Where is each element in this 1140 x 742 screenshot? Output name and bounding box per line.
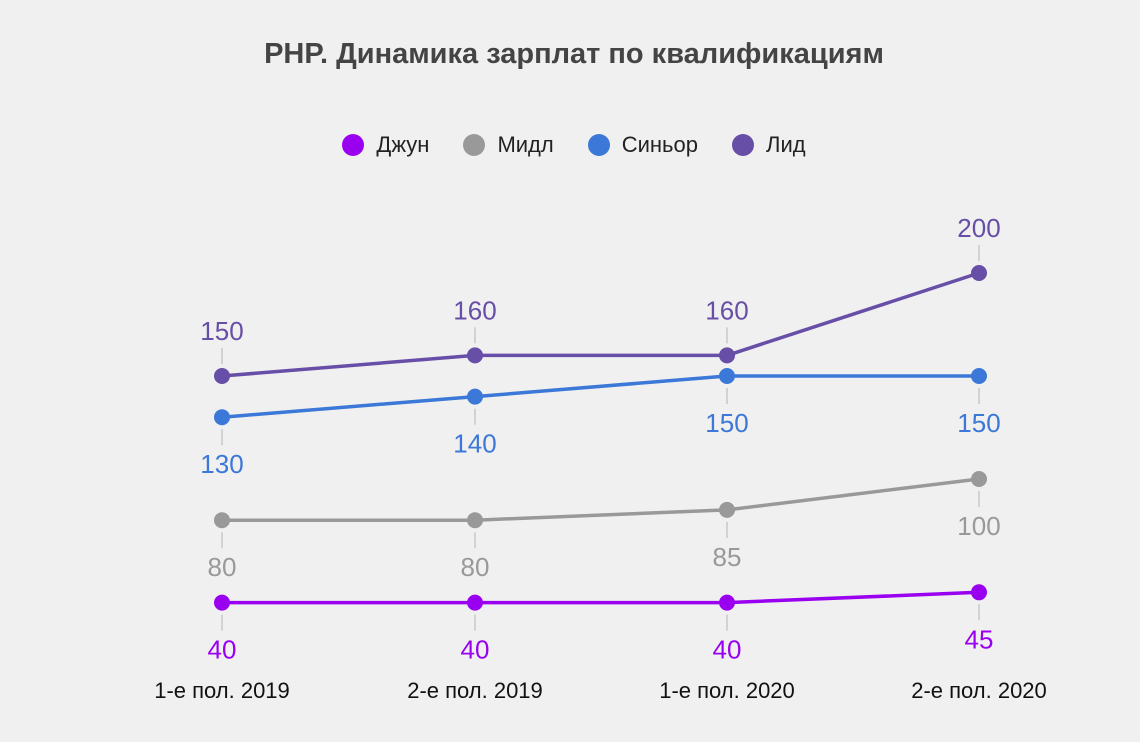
x-axis: 1-е пол. 2019 2-е пол. 2019 1-е пол. 2020 2… (154, 678, 1047, 703)
legend-item-junior: Джун (342, 132, 429, 158)
series-line-lead (220, 271, 981, 378)
data-label-middle: 85 (713, 542, 742, 572)
data-label-junior: 40 (208, 635, 237, 665)
legend-item-lead: Лид (732, 132, 806, 158)
data-label-junior: 45 (965, 624, 994, 654)
series-line-junior (220, 590, 981, 605)
series-lines (220, 271, 981, 605)
data-label-lead: 200 (957, 213, 1000, 243)
legend-item-senior: Синьор (587, 132, 698, 158)
data-label-lead: 160 (453, 295, 496, 325)
data-labels: 40 40 40 45 80 80 85 100 130 140 150 150 150 160 160 20… (200, 213, 1000, 665)
legend-label-senior: Синьор (621, 132, 698, 157)
data-label-middle: 80 (208, 552, 237, 582)
data-point-senior (467, 388, 483, 405)
data-point-junior (214, 594, 230, 611)
data-label-middle: 100 (957, 511, 1000, 541)
data-point-junior (971, 584, 987, 601)
data-point-lead (467, 347, 483, 364)
data-point-senior (214, 409, 230, 426)
data-point-lead (971, 265, 987, 281)
x-tick-label: 1-е пол. 2019 (154, 678, 290, 703)
data-point-middle (971, 471, 987, 487)
data-point-middle (719, 501, 735, 518)
legend-marker-senior (587, 134, 610, 156)
data-point-middle (214, 512, 230, 529)
x-tick-label: 2-е пол. 2020 (911, 678, 1047, 703)
data-label-senior: 140 (453, 429, 496, 459)
legend-marker-junior (342, 134, 365, 156)
data-point-junior (467, 594, 483, 611)
series-line-senior (220, 374, 981, 419)
legend-marker-middle (463, 134, 486, 156)
data-points (214, 265, 987, 611)
series-line-middle (220, 477, 981, 522)
legend-label-junior: Джун (376, 132, 430, 157)
data-label-junior: 40 (713, 635, 742, 665)
x-tick-label: 2-е пол. 2019 (407, 678, 543, 703)
data-label-lead: 150 (200, 316, 243, 346)
data-label-middle: 80 (461, 552, 490, 582)
data-point-senior (971, 368, 987, 384)
data-point-lead (214, 368, 230, 384)
x-tick-label: 1-е пол. 2020 (659, 678, 795, 703)
legend-label-lead: Лид (766, 132, 806, 157)
connector-ticks (221, 245, 980, 631)
legend: Джун Мидл Синьор Лид (0, 132, 1140, 158)
data-point-junior (719, 594, 735, 611)
data-label-lead: 160 (705, 295, 748, 325)
data-label-junior: 40 (461, 635, 490, 665)
chart-title: PHP. Динамика зарплат по квалификациям (264, 38, 884, 70)
legend-item-middle: Мидл (463, 132, 554, 158)
data-point-senior (719, 368, 735, 384)
data-label-senior: 150 (957, 408, 1000, 438)
data-point-middle (467, 512, 483, 529)
data-point-lead (719, 347, 735, 364)
legend-marker-lead (732, 134, 754, 156)
data-label-senior: 150 (705, 408, 748, 438)
data-label-senior: 130 (200, 449, 243, 479)
legend-label-middle: Мидл (497, 132, 554, 157)
